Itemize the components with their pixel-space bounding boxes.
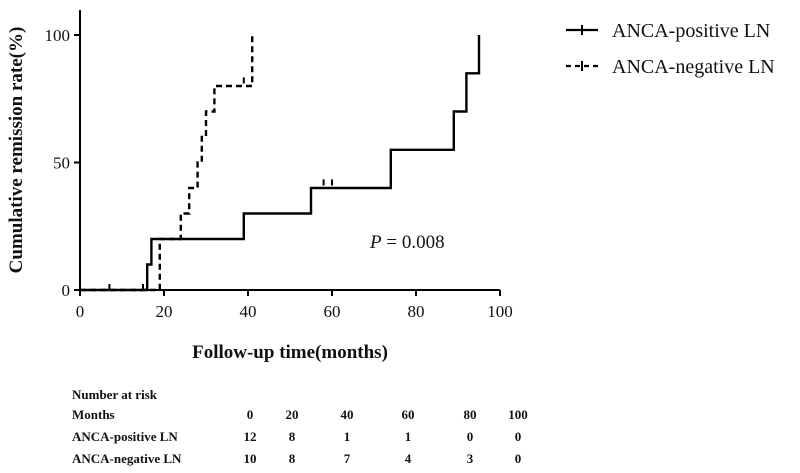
risk-table-title: Number at risk — [72, 387, 158, 402]
risk-cell: 7 — [344, 451, 351, 466]
y-axis-title: Cumulative remission rate(%) — [6, 27, 27, 274]
p-value-annotation: P = 0.008 — [369, 232, 445, 253]
risk-cell: 20 — [286, 407, 299, 422]
x-tick-label: 100 — [487, 302, 513, 321]
risk-cell: 1 — [344, 429, 351, 444]
risk-cell: 100 — [508, 407, 528, 422]
risk-cell: 0 — [247, 407, 254, 422]
x-tick-label: 20 — [156, 302, 173, 321]
risk-cell: 10 — [244, 451, 257, 466]
risk-cell: 80 — [464, 407, 477, 422]
legend-label-negative: ANCA-negative LN — [612, 56, 775, 78]
p-value-symbol: P — [369, 232, 382, 253]
x-tick-label: 80 — [408, 302, 425, 321]
risk-cell: 0 — [467, 429, 474, 444]
risk-cell: 0 — [515, 429, 522, 444]
x-tick-label: 60 — [324, 302, 341, 321]
axis-ticks: 0 20 40 60 80 100 0 50 100 — [45, 26, 513, 321]
risk-cell: 60 — [402, 407, 415, 422]
series-line-negative — [80, 35, 254, 292]
risk-cell: 4 — [405, 451, 412, 466]
risk-cell: 8 — [289, 429, 296, 444]
risk-cell: 8 — [289, 451, 296, 466]
risk-cell: 1 — [405, 429, 412, 444]
series-line-positive — [80, 35, 481, 292]
risk-row-label: ANCA-positive LN — [72, 429, 178, 444]
risk-row-label: ANCA-negative LN — [72, 451, 182, 466]
p-value-text: = 0.008 — [382, 232, 445, 253]
legend-label-positive: ANCA-positive LN — [612, 20, 770, 42]
y-tick-label: 0 — [62, 281, 71, 300]
x-axis-title: Follow-up time(months) — [192, 342, 388, 363]
y-tick-label: 50 — [53, 154, 70, 173]
risk-table: Number at risk Months 0 20 40 60 80 100ANCA-po… — [72, 387, 528, 466]
series-layer — [80, 35, 481, 292]
y-tick-label: 100 — [45, 26, 71, 45]
x-tick-label: 0 — [76, 302, 85, 321]
risk-row-label: Months — [72, 407, 115, 422]
legend: ANCA-positive LN ANCA-negative LN — [566, 20, 775, 78]
risk-cell: 12 — [244, 429, 257, 444]
risk-cell: 3 — [467, 451, 474, 466]
risk-cell: 40 — [341, 407, 354, 422]
x-tick-label: 40 — [240, 302, 257, 321]
risk-cell: 0 — [515, 451, 522, 466]
